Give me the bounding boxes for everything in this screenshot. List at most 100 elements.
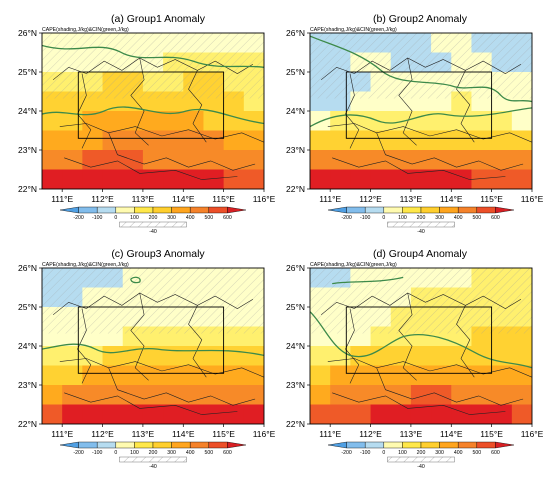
colorbar-label: 600 (491, 215, 500, 221)
cape-cell (42, 404, 63, 424)
cape-cell (410, 346, 432, 367)
cape-cell (62, 150, 83, 171)
cape-cell (163, 111, 184, 132)
cape-cell (203, 111, 225, 132)
cape-cell (330, 111, 351, 132)
cape-cell (511, 346, 532, 367)
province-boundary (188, 70, 207, 143)
panel-b: (b) Group2 Anomaly CAPE(shading,J/kg)&CI… (286, 13, 544, 235)
x-tick-label: 115°E (212, 429, 235, 439)
province-boundary (345, 73, 360, 149)
cape-cell (370, 150, 392, 171)
colorbar-segment (59, 206, 79, 214)
y-tick-label: 23°N (286, 145, 305, 155)
colorbar-label: 300 (435, 215, 444, 221)
colorbar-segment (208, 441, 228, 449)
province-boundary (64, 392, 238, 415)
colorbar-segment (476, 441, 496, 449)
panel-d-map: 111°E 112°E 113°E 114°E 115°E 116°E 26°N 25°N 24… (286, 263, 544, 439)
cin-contour (42, 44, 264, 68)
colorbar-label: 400 (186, 215, 195, 221)
cape-cell (431, 111, 452, 132)
panel-d-title: (d) Group4 Anomaly (373, 248, 468, 260)
cape-cell (431, 150, 452, 171)
province-boundary (77, 308, 92, 384)
colorbar-segment (115, 441, 135, 449)
cape-cell (42, 169, 63, 189)
x-tick-label: 112°E (91, 194, 114, 204)
x-tick-label: 111°E (319, 194, 341, 204)
colorbar-label: 200 (417, 215, 426, 221)
cape-cell (370, 365, 392, 386)
cape-cell (122, 130, 144, 151)
cin-contour (332, 276, 404, 285)
cape-cell (491, 385, 513, 406)
cape-cell (42, 111, 63, 132)
province-boundary (108, 132, 256, 171)
colorbar-label: 100 (398, 215, 407, 221)
cape-cell (203, 169, 225, 189)
cape-cell (350, 150, 372, 171)
cape-cell (330, 346, 351, 367)
cin-contour (310, 107, 532, 128)
province-boundary (64, 157, 238, 180)
colorbar-segment (327, 206, 347, 214)
cape-cell (102, 169, 124, 189)
province-boundary (332, 157, 506, 180)
y-tick-label: 24°N (18, 106, 37, 116)
x-tick-label: 116°E (253, 194, 276, 204)
cape-cell (410, 365, 432, 386)
cape-cell (42, 130, 63, 151)
cape-cell (122, 404, 144, 424)
x-tick-label: 111°E (51, 194, 73, 204)
cape-cell (451, 130, 473, 151)
cape-cell (243, 404, 264, 424)
province-boundary (59, 358, 264, 378)
cape-cell (62, 346, 83, 367)
colorbar-segment (365, 206, 384, 214)
cape-cell (223, 385, 245, 406)
colorbar-label: -100 (92, 215, 102, 221)
cape-cell (491, 404, 513, 424)
cape-cell (163, 385, 184, 406)
cape-cell (203, 404, 225, 424)
colorbar-segment (115, 206, 135, 214)
province-boundary (456, 305, 475, 378)
colorbar-label: -200 (73, 215, 83, 221)
cape-cell (183, 404, 205, 424)
cape-cell (163, 404, 184, 424)
cape-cell (390, 404, 412, 424)
cape-cell (163, 346, 184, 367)
cape-cell (471, 130, 493, 151)
cape-cell (491, 150, 513, 171)
cape-cell (62, 365, 83, 386)
cape-cell (183, 169, 205, 189)
cape-cell (390, 169, 412, 189)
province-boundary (398, 57, 417, 146)
cin-legend-swatch (387, 456, 455, 463)
province-boundary (130, 57, 149, 146)
colorbar-label: -100 (360, 215, 370, 221)
cape-cell (62, 169, 83, 189)
y-tick-label: 25°N (286, 302, 305, 312)
colorbar-segment (171, 441, 191, 449)
cin-legend-swatch (119, 456, 187, 463)
colorbar-segment (439, 441, 459, 449)
cape-cell (370, 111, 392, 132)
study-region-box (77, 71, 225, 139)
cape-cell (310, 404, 331, 424)
colorbar-segment (476, 206, 496, 214)
y-tick-label: 24°N (18, 341, 37, 351)
colorbar-label: 600 (491, 450, 500, 456)
cape-cell (142, 385, 164, 406)
province-boundary (52, 57, 254, 81)
cape-cell (431, 385, 452, 406)
cape-cell (102, 404, 124, 424)
cape-cell (410, 150, 432, 171)
cape-cell (431, 169, 452, 189)
colorbar-segment (458, 206, 477, 214)
colorbar-segment (346, 206, 366, 214)
cape-cell (183, 385, 205, 406)
province-boundary (376, 367, 524, 406)
